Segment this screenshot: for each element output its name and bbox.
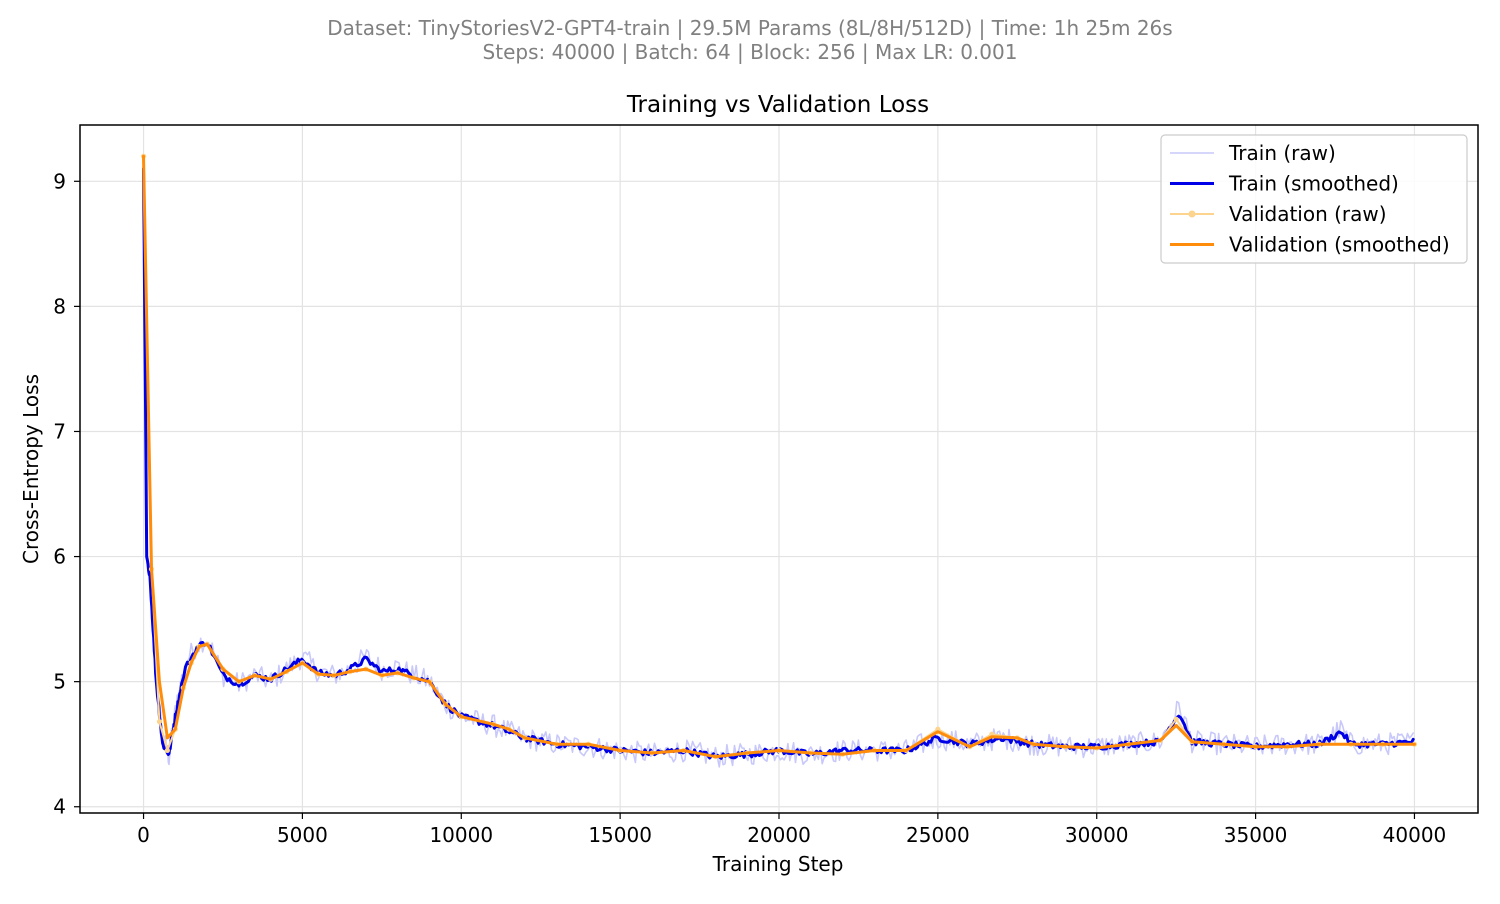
series-line-validation-smoothed: [142, 154, 1416, 759]
x-axis-label: Training Step: [712, 852, 844, 876]
x-tick-label: 0: [137, 823, 150, 847]
y-tick-label: 8: [53, 294, 66, 318]
chart-title: Training vs Validation Loss: [626, 92, 929, 118]
x-tick-label: 5000: [277, 823, 328, 847]
grid-lines: [80, 125, 1478, 813]
validation-raw-point: [164, 747, 170, 754]
header-line-2: Steps: 40000 | Batch: 64 | Block: 256 | …: [483, 40, 1018, 64]
x-axis-ticks: 0 5000 10000 15000 20000 25000 30000 35000 40000: [137, 813, 1446, 847]
validation-raw-point: [935, 726, 941, 732]
x-tick-label: 10000: [429, 823, 493, 847]
validation-raw-point: [156, 719, 163, 725]
x-tick-label: 20000: [747, 823, 811, 847]
y-tick-label: 7: [53, 419, 66, 443]
validation-raw-point: [1173, 716, 1179, 722]
legend-label: Train (smoothed): [1228, 172, 1399, 196]
legend-box: [1160, 134, 1468, 264]
x-tick-label: 30000: [1065, 823, 1129, 847]
series-line-train-smoothed: [142, 167, 1415, 760]
y-tick-label: 5: [53, 670, 66, 694]
x-tick-label: 40000: [1383, 823, 1447, 847]
y-tick-label: 6: [53, 545, 66, 569]
header-line-1: Dataset: TinyStoriesV2-GPT4-train | 29.5…: [327, 16, 1172, 40]
legend-label: Train (raw): [1228, 141, 1336, 165]
legend-label: Validation (raw): [1229, 202, 1387, 226]
y-axis-ticks: 4 5 6 7 8 9: [53, 169, 80, 819]
legend-marker: [1188, 210, 1196, 218]
legend: Train (raw) Train (smoothed) Validation (r…: [1160, 134, 1468, 264]
legend-label: Validation (smoothed): [1229, 233, 1450, 257]
plot-area: [140, 153, 1418, 768]
y-tick-label: 4: [53, 795, 66, 819]
y-axis-label: Cross-Entropy Loss: [19, 374, 43, 564]
x-tick-label: 25000: [906, 823, 970, 847]
x-tick-label: 15000: [588, 823, 652, 847]
y-tick-label: 9: [53, 169, 66, 193]
x-tick-label: 35000: [1224, 823, 1288, 847]
legend-items: Train (raw) Train (smoothed) Validation (r…: [1170, 141, 1450, 257]
